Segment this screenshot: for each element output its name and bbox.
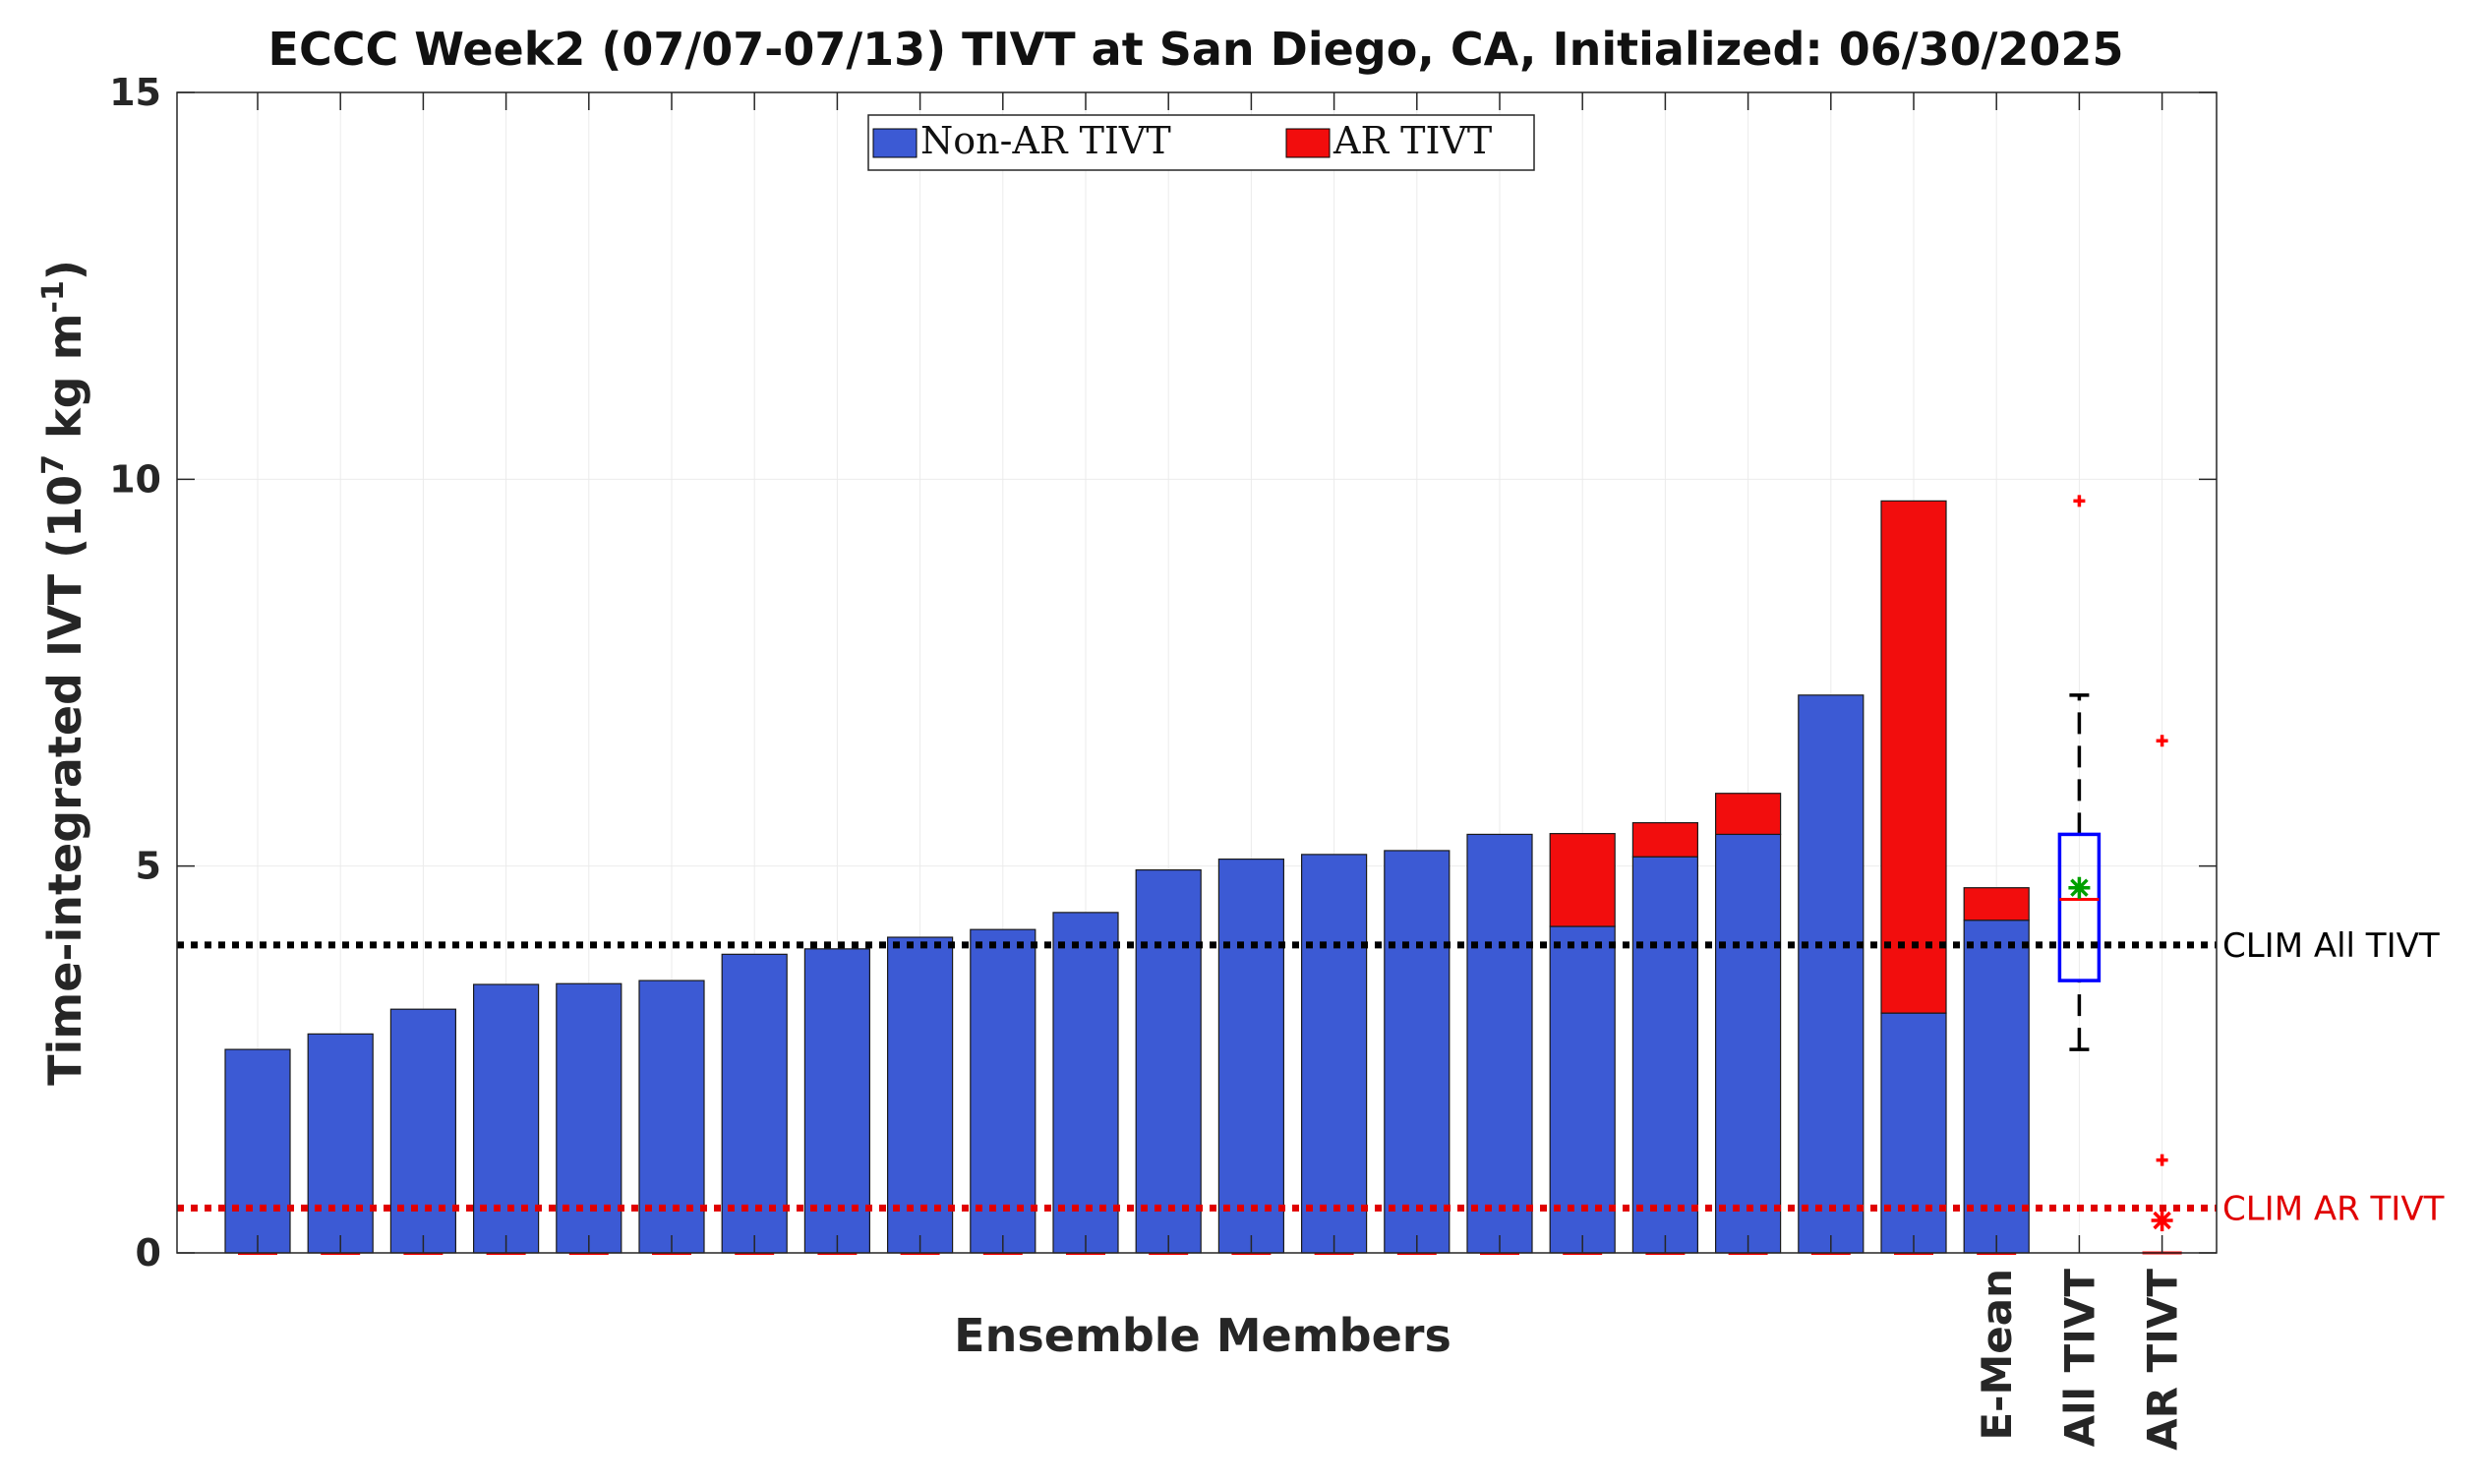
bar-non-ar bbox=[886, 936, 954, 1254]
boxplots-group bbox=[2057, 495, 2182, 1255]
bar-ar bbox=[1631, 822, 1699, 858]
ref-label-1: CLIM AR TIVT bbox=[2222, 1189, 2445, 1228]
bar-non-ar bbox=[1963, 920, 2030, 1254]
boxplot-ar-mean-marker bbox=[2151, 1209, 2173, 1231]
legend: Non-AR TIVT AR TIVT bbox=[867, 114, 1535, 171]
bars-group bbox=[224, 500, 2030, 1255]
y-axis-label-exp: 7 bbox=[36, 454, 71, 475]
y-tick-label: 0 bbox=[136, 1231, 161, 1275]
plot-frame bbox=[176, 91, 2218, 1254]
reference-lines: CLIM All TIVT CLIM AR TIVT bbox=[177, 926, 2445, 1228]
bar-non-ar bbox=[970, 928, 1036, 1254]
bar-non-ar bbox=[1466, 833, 1533, 1254]
y-tick-label: 10 bbox=[109, 457, 161, 501]
bar-non-ar bbox=[1798, 694, 1865, 1254]
bar-non-ar bbox=[1052, 912, 1119, 1254]
boxplot-all-box bbox=[2057, 832, 2102, 982]
bar-ar bbox=[1880, 500, 1947, 1014]
legend-swatch-non-ar bbox=[872, 128, 918, 158]
bar-non-ar bbox=[1300, 854, 1368, 1254]
bar-non-ar bbox=[224, 1048, 291, 1254]
bar-non-ar bbox=[1714, 833, 1782, 1254]
bar-non-ar bbox=[1549, 925, 1616, 1254]
bar-ar bbox=[1714, 793, 1782, 836]
x-axis-ticks: E-Mean All TIVT AR TIVT bbox=[257, 92, 2187, 1451]
y-tick-label: 15 bbox=[109, 71, 161, 114]
bar-non-ar bbox=[1631, 856, 1699, 1254]
legend-label-ar: AR TIVT bbox=[1332, 119, 1492, 162]
x-category-label: All TIVT bbox=[2055, 1269, 2103, 1448]
bar-ar bbox=[1963, 887, 2030, 921]
boxplot-all-mean-marker bbox=[2068, 876, 2091, 899]
bar-non-ar bbox=[1384, 850, 1451, 1254]
x-axis-label: Ensemble Members bbox=[954, 1309, 1451, 1362]
bar-non-ar bbox=[638, 979, 705, 1254]
bar-non-ar bbox=[389, 1008, 456, 1254]
legend-swatch-ar bbox=[1285, 128, 1331, 158]
chart-title: ECCC Week2 (07/07-07/13) TIVT at San Die… bbox=[268, 23, 2124, 76]
boxplot-all-outlier bbox=[2073, 495, 2086, 507]
bar-non-ar bbox=[556, 982, 622, 1254]
bar-non-ar bbox=[803, 948, 871, 1254]
y-axis-label-neg-exp: -1 bbox=[36, 280, 71, 313]
boxplot-ar-outlier bbox=[2156, 735, 2168, 747]
y-axis-label: Time-integrated IVT (107 kg m-1) bbox=[36, 260, 91, 1086]
y-axis-label-main: Time-integrated IVT (10 bbox=[38, 475, 91, 1086]
bar-ar bbox=[1549, 833, 1616, 927]
bar-non-ar bbox=[1880, 1012, 1947, 1254]
x-category-label: E-Mean bbox=[1973, 1269, 2021, 1441]
ref-label-0: CLIM All TIVT bbox=[2222, 926, 2440, 966]
y-axis-label-mid: kg m bbox=[38, 314, 91, 454]
y-tick-label: 5 bbox=[136, 845, 161, 888]
bar-non-ar bbox=[1135, 868, 1202, 1254]
legend-box bbox=[867, 114, 1535, 171]
x-category-label: AR TIVT bbox=[2139, 1269, 2187, 1451]
bar-non-ar bbox=[721, 953, 788, 1254]
bar-non-ar bbox=[1217, 858, 1285, 1254]
boxplot-ar-outlier bbox=[2156, 1154, 2168, 1166]
y-axis-ticks: 0 5 10 15 bbox=[109, 71, 2217, 1275]
bar-non-ar bbox=[307, 1033, 374, 1254]
bar-non-ar bbox=[473, 983, 540, 1254]
y-axis-label-end: ) bbox=[38, 260, 91, 280]
legend-label-non-ar: Non-AR TIVT bbox=[920, 119, 1171, 162]
